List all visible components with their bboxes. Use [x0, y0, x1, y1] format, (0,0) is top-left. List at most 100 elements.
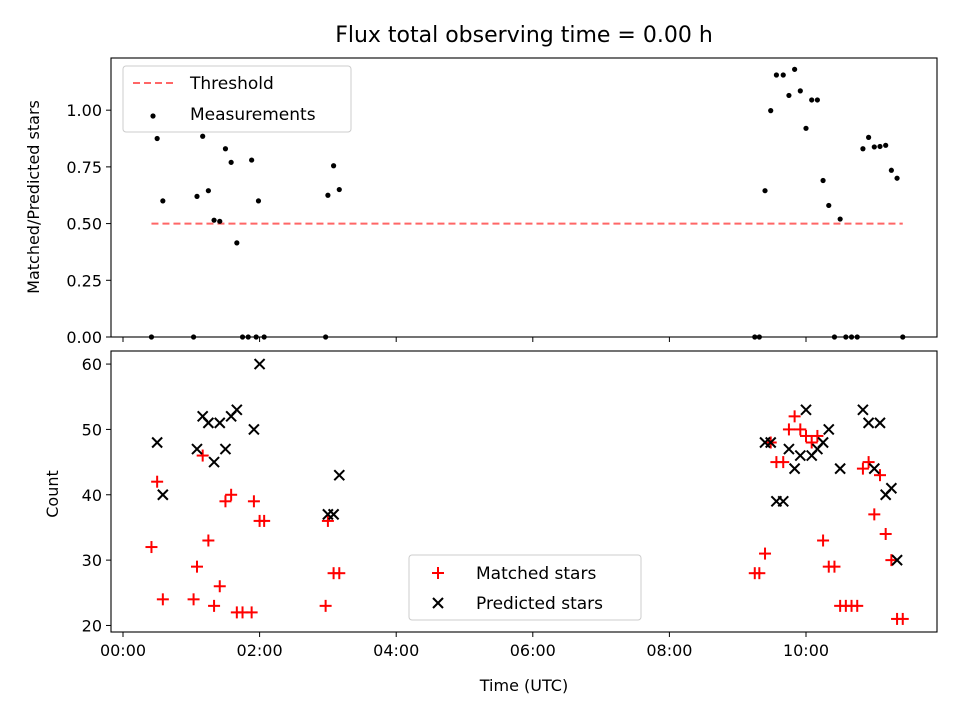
- bottom-xtick-label: 08:00: [646, 641, 692, 660]
- predicted-star-point: [783, 443, 795, 455]
- measurement-point: [228, 159, 234, 165]
- predicted-star-point: [157, 489, 169, 501]
- measurement-point: [255, 198, 262, 204]
- matched-star-point: [885, 554, 898, 567]
- predicted-star-point: [202, 417, 215, 429]
- predicted-star-point: [874, 417, 886, 429]
- matched-star-point: [245, 606, 258, 619]
- matched-star-point: [856, 462, 869, 475]
- measurement-point: [261, 334, 267, 340]
- top-plot-area: [148, 66, 906, 340]
- matched-star-point: [156, 593, 169, 606]
- bottom-x-axis: 00:00 02:00 04:00 06:00 08:00 10:00: [100, 632, 829, 660]
- matched-star-point: [187, 593, 200, 606]
- measurement-point: [786, 92, 792, 99]
- measurement-point: [773, 72, 780, 78]
- matched-star-point: [862, 456, 875, 469]
- matched-star-point: [896, 612, 909, 625]
- measurement-point: [860, 146, 866, 152]
- measurement-point: [336, 186, 342, 193]
- measurement-point: [820, 177, 826, 184]
- matched-star-point: [219, 495, 232, 508]
- matched-star-point: [196, 449, 209, 462]
- measurement-point: [837, 216, 843, 222]
- bottom-ytick-label: 30: [82, 551, 102, 570]
- matched-star-point: [873, 469, 886, 482]
- bottom-xtick-label: 02:00: [237, 641, 283, 660]
- bottom-xlabel: Time (UTC): [479, 676, 568, 695]
- measurement-point: [831, 334, 838, 340]
- matched-star-point: [811, 429, 824, 442]
- matched-star-point: [258, 514, 271, 527]
- legend-measurements-label: Measurements: [190, 105, 316, 125]
- measurement-point: [154, 135, 160, 142]
- measurement-point: [752, 334, 758, 340]
- matched-star-point: [828, 560, 841, 573]
- measurement-point: [253, 334, 259, 340]
- bottom-ytick-label: 60: [82, 355, 102, 374]
- measurement-point: [217, 218, 223, 224]
- measurement-point: [894, 175, 900, 181]
- matched-star-point: [805, 436, 818, 449]
- matched-star-point: [321, 514, 334, 527]
- predicted-star-point: [231, 404, 243, 416]
- predicted-star-point: [248, 423, 260, 436]
- predicted-star-point: [253, 358, 266, 370]
- matched-star-point: [213, 580, 226, 593]
- measurement-point: [780, 72, 786, 78]
- measurement-point: [814, 97, 820, 103]
- legend-matched-label: Matched stars: [476, 564, 596, 584]
- measurement-point: [211, 217, 217, 223]
- predicted-star-point: [788, 462, 801, 475]
- bottom-y-axis: 20 30 40 50 60: [82, 355, 111, 635]
- measurement-point: [900, 334, 906, 340]
- predicted-star-point: [214, 417, 226, 429]
- measurement-point: [866, 134, 872, 140]
- top-y-axis: 0.00 0.25 0.50 0.75 1.00: [66, 101, 111, 347]
- legend-predicted-swatch: [432, 597, 444, 609]
- top-ytick-label: 0.25: [66, 271, 102, 290]
- measurement-point: [762, 188, 768, 194]
- matched-star-point: [800, 429, 812, 442]
- bottom-xtick-label: 04:00: [373, 641, 419, 660]
- top-legend: Threshold Measurements: [122, 65, 352, 133]
- top-ytick-label: 1.00: [66, 101, 102, 120]
- matched-star-point: [247, 495, 260, 508]
- predicted-star-point: [219, 443, 232, 455]
- matched-star-point: [777, 456, 790, 469]
- top-ytick-label: 0.00: [66, 328, 102, 347]
- predicted-star-point: [777, 495, 789, 508]
- measurement-point: [877, 143, 883, 150]
- matched-star-point: [208, 599, 221, 612]
- predicted-star-point: [191, 443, 203, 455]
- measurement-point: [803, 125, 809, 131]
- matched-star-point: [817, 534, 830, 547]
- bottom-xtick-label: 00:00: [100, 641, 146, 660]
- measurement-point: [160, 198, 166, 204]
- bottom-ylabel: Count: [43, 470, 62, 518]
- top-legend-box: [122, 65, 352, 133]
- top-ylabel: Matched/Predicted stars: [24, 100, 43, 294]
- top-plot-frame: [110, 57, 938, 338]
- measurement-point: [883, 142, 889, 148]
- predicted-star-point: [208, 456, 220, 468]
- legend-matched-swatch: [432, 567, 444, 579]
- predicted-star-point: [823, 423, 835, 436]
- measurement-point: [222, 146, 229, 152]
- predicted-star-point: [765, 436, 777, 449]
- bottom-xtick-label: 06:00: [510, 641, 556, 660]
- measurement-point: [797, 88, 803, 94]
- measurement-point: [843, 334, 849, 340]
- predicted-star-point: [834, 462, 846, 475]
- bottom-legend: Matched stars Predicted stars: [408, 554, 642, 621]
- measurement-point: [792, 66, 798, 72]
- bottom-xtick-label: 10:00: [783, 641, 829, 660]
- matched-star-point: [759, 547, 772, 560]
- matched-star-point: [868, 508, 881, 521]
- matched-star-point: [151, 475, 164, 488]
- measurement-point: [848, 334, 855, 340]
- matched-star-point: [319, 599, 332, 612]
- measurement-point: [871, 144, 877, 150]
- measurement-point: [768, 108, 774, 114]
- predicted-star-point: [327, 508, 340, 521]
